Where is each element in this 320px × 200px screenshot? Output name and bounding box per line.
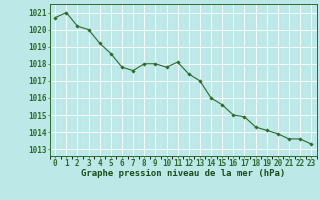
X-axis label: Graphe pression niveau de la mer (hPa): Graphe pression niveau de la mer (hPa) xyxy=(81,169,285,178)
